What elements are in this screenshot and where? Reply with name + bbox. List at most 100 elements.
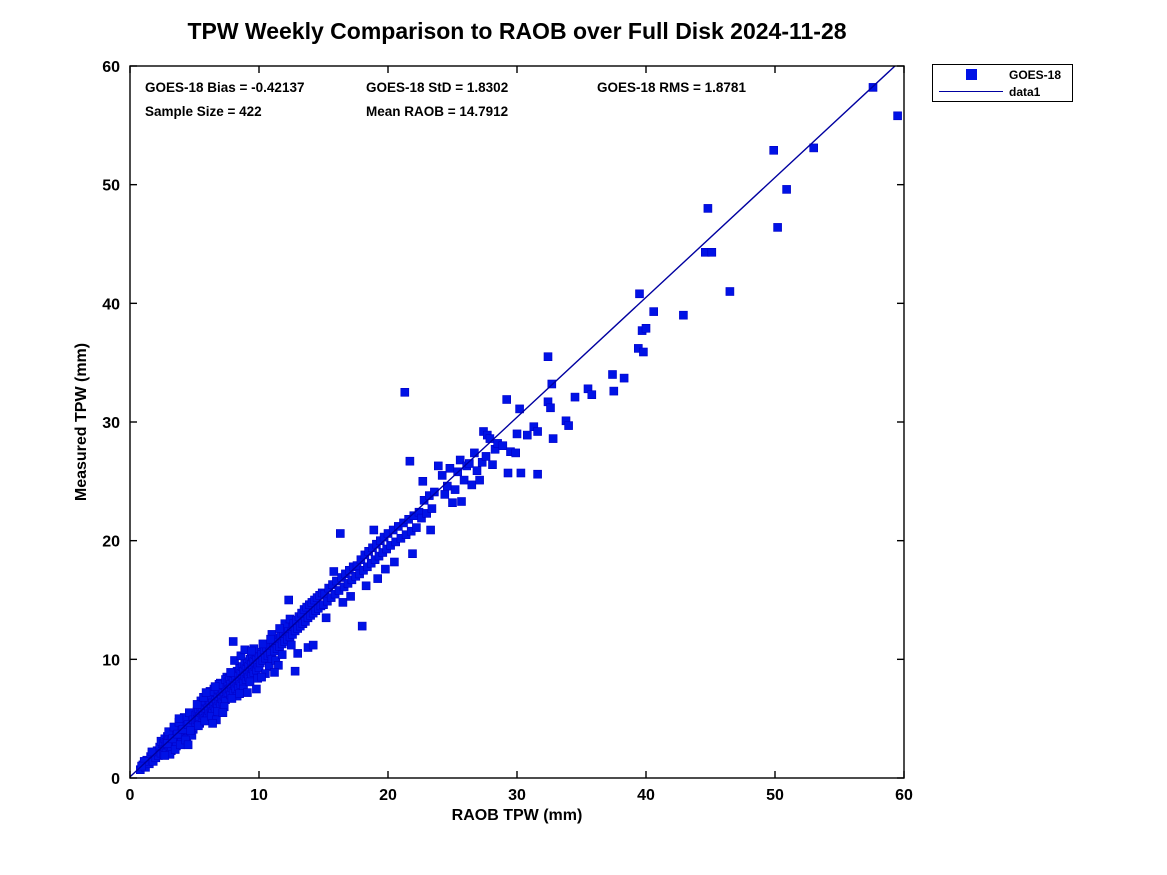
data-point [448, 498, 457, 508]
data-point [619, 373, 629, 383]
data-point [408, 549, 417, 559]
data-point [168, 734, 177, 744]
data-point [329, 567, 339, 576]
data-point [208, 719, 217, 728]
stat-std: GOES-18 StD = 1.8302 [366, 80, 509, 95]
data-point [533, 427, 542, 436]
x-tick-label: 50 [766, 787, 784, 804]
data-point [201, 688, 211, 697]
data-point [257, 672, 266, 682]
data-point [321, 613, 331, 623]
data-points-group [136, 83, 902, 775]
data-point [457, 497, 466, 506]
data-point [472, 466, 482, 476]
data-point [543, 352, 553, 362]
data-point [641, 323, 651, 333]
data-point [160, 751, 170, 760]
data-point [227, 694, 237, 703]
data-point [725, 287, 735, 296]
data-point [373, 574, 383, 583]
legend-marker-icon [965, 69, 977, 80]
data-point [405, 456, 415, 466]
data-point [533, 469, 542, 479]
data-point [773, 223, 782, 232]
data-point [467, 480, 477, 490]
data-point [609, 386, 619, 396]
data-point [503, 468, 513, 478]
y-tick-label: 50 [102, 178, 120, 195]
y-tick-label: 0 [111, 771, 120, 788]
data-point [308, 640, 318, 650]
y-tick-label: 60 [102, 59, 120, 76]
stat-bias: GOES-18 Bias = -0.42137 [145, 80, 305, 95]
data-point [381, 564, 390, 574]
x-tick-label: 10 [250, 787, 268, 804]
data-point [516, 468, 526, 478]
data-point [485, 434, 495, 443]
data-point [252, 684, 261, 694]
data-point [361, 581, 371, 591]
legend-line-icon [939, 91, 1003, 92]
data-point [286, 640, 296, 650]
fit-line [130, 66, 896, 778]
legend-box: GOES-18 data1 [932, 64, 1073, 102]
data-point [163, 739, 172, 748]
stat-rms: GOES-18 RMS = 1.8781 [597, 80, 746, 95]
data-point [893, 111, 902, 121]
data-point [290, 666, 300, 676]
data-point [274, 660, 283, 670]
stat-mean-raob: Mean RAOB = 14.7912 [366, 104, 509, 119]
x-tick-label: 30 [508, 787, 526, 804]
data-point [258, 639, 268, 649]
data-point [183, 740, 193, 750]
stat-sample-size: Sample Size = 422 [145, 104, 262, 119]
x-tick-label: 40 [637, 787, 655, 804]
data-point [277, 650, 287, 659]
data-point [426, 525, 435, 535]
x-tick-label: 20 [379, 787, 397, 804]
data-point [442, 481, 452, 491]
data-point [174, 714, 184, 724]
data-point [488, 460, 497, 470]
data-point [433, 461, 443, 471]
data-point [194, 721, 203, 731]
data-point [782, 185, 791, 194]
data-point [417, 513, 426, 523]
data-point [422, 509, 432, 518]
data-point [570, 392, 580, 402]
data-point [481, 452, 491, 461]
data-point [437, 471, 447, 480]
data-point [809, 143, 819, 153]
data-point [218, 708, 228, 718]
data-point [275, 624, 284, 633]
data-point [427, 504, 437, 513]
data-point [502, 395, 512, 404]
data-point [186, 726, 195, 735]
data-point [170, 745, 180, 754]
data-point [707, 248, 717, 257]
data-point [639, 347, 648, 357]
data-point [475, 475, 484, 485]
y-tick-label: 40 [102, 296, 120, 313]
data-point [235, 689, 244, 699]
data-point [512, 429, 522, 439]
data-point [498, 441, 508, 451]
data-point [270, 668, 279, 677]
x-tick-label: 60 [895, 787, 913, 804]
data-point [280, 619, 290, 629]
data-point [703, 204, 713, 213]
data-point [412, 523, 421, 532]
data-point [769, 146, 779, 155]
data-point [440, 490, 450, 499]
data-point [418, 476, 428, 486]
data-point [210, 682, 220, 691]
data-point [400, 387, 410, 397]
y-tick-label: 20 [102, 534, 120, 551]
data-point [515, 404, 524, 414]
data-point [430, 487, 439, 497]
data-point [459, 475, 469, 485]
data-point [173, 729, 182, 739]
data-point [357, 621, 367, 631]
